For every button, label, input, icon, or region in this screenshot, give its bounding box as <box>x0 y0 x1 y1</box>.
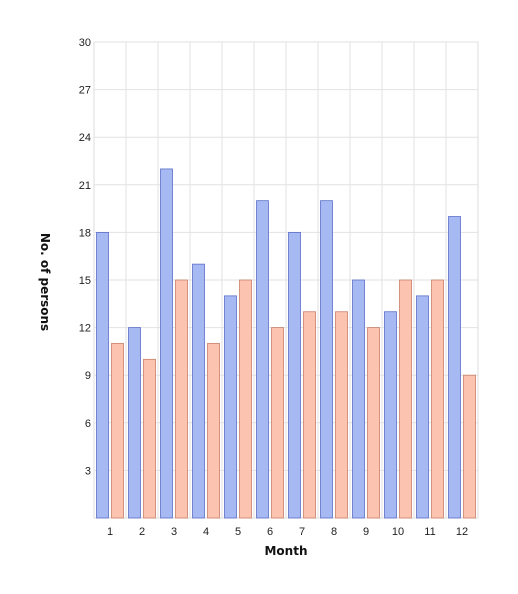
bar-series-2-month-1 <box>111 343 124 519</box>
bar-series-2-month-8 <box>335 311 348 519</box>
x-tick-label: 10 <box>392 526 404 538</box>
y-axis-label: No. of persons <box>38 233 52 331</box>
bar-series-2-month-5 <box>239 279 252 519</box>
x-tick-label: 2 <box>139 526 145 538</box>
bars <box>96 168 476 519</box>
y-tick-label: 15 <box>79 275 91 287</box>
x-tick-labels: 1 2 3 4 5 6 7 8 9 10 11 12 <box>107 526 468 538</box>
x-tick-label: 9 <box>363 526 369 538</box>
bar-series-1-month-6 <box>256 200 269 519</box>
x-tick-label: 4 <box>203 526 209 538</box>
bar-series-2-month-12 <box>463 374 476 519</box>
grid-lines <box>93 41 479 519</box>
bar-series-1-month-1 <box>96 231 109 519</box>
bar-series-1-month-10 <box>384 311 397 519</box>
bar-series-1-month-12 <box>448 216 461 519</box>
x-tick-label: 12 <box>456 526 468 538</box>
bar-series-1-month-5 <box>224 295 237 519</box>
bar-series-2-month-10 <box>399 279 412 519</box>
bar-series-2-month-4 <box>207 343 220 519</box>
x-tick-label: 8 <box>331 526 337 538</box>
bar-series-1-month-2 <box>128 327 141 519</box>
bar-series-1-month-4 <box>192 263 205 519</box>
bar-series-2-month-2 <box>143 358 156 519</box>
bar-series-1-month-3 <box>160 168 173 519</box>
y-tick-label: 18 <box>79 227 91 239</box>
y-tick-label: 30 <box>79 37 91 49</box>
bar-series-2-month-7 <box>303 311 316 519</box>
x-tick-label: 7 <box>299 526 305 538</box>
bar-series-2-month-11 <box>431 279 444 519</box>
bar-series-2-month-9 <box>367 327 380 519</box>
y-tick-label: 21 <box>79 180 91 192</box>
x-tick-label: 11 <box>424 526 435 538</box>
x-tick-label: 6 <box>267 526 273 538</box>
bar-series-1-month-11 <box>416 295 429 519</box>
bar-series-1-month-9 <box>352 279 365 519</box>
y-tick-label: 6 <box>85 418 91 430</box>
bar-series-2-month-3 <box>175 279 188 519</box>
y-tick-label: 24 <box>79 132 91 144</box>
bar-series-2-month-6 <box>271 327 284 519</box>
y-tick-labels: 3 6 9 12 15 18 21 24 27 30 <box>79 37 91 477</box>
y-tick-label: 9 <box>85 370 91 382</box>
x-tick-label: 5 <box>235 526 241 538</box>
y-tick-label: 3 <box>85 465 91 477</box>
bar-series-1-month-8 <box>320 200 333 519</box>
x-tick-label: 3 <box>171 526 177 538</box>
bar-series-1-month-7 <box>288 231 301 519</box>
y-tick-label: 27 <box>79 85 91 97</box>
x-axis-label: Month <box>264 544 307 558</box>
x-tick-label: 1 <box>107 526 113 538</box>
y-tick-label: 12 <box>79 323 91 335</box>
